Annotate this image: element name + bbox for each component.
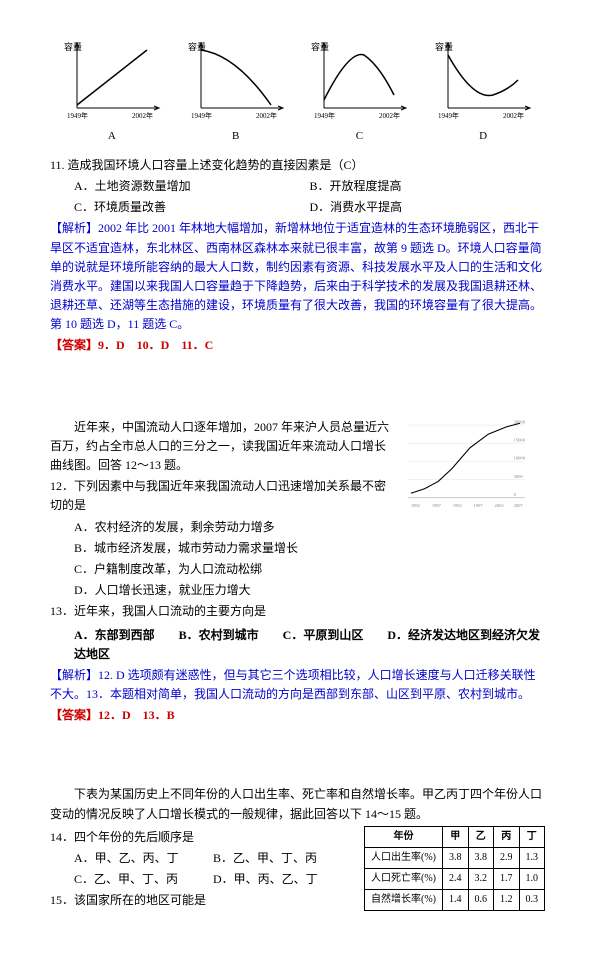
svg-text:2002: 2002 [495, 503, 505, 508]
svg-text:15000: 15000 [514, 437, 526, 442]
svg-text:容量: 容量 [311, 41, 329, 52]
q12-a: A．农村经济的发展，剩余劳动力增多 [74, 518, 395, 537]
svg-text:1997: 1997 [474, 503, 484, 508]
q11-optA: A．土地资源数量增加 [74, 177, 310, 196]
curve-b [201, 50, 271, 105]
curve-c [324, 55, 394, 100]
chart-b-label: B [186, 128, 286, 146]
q12-analysis: 【解析】12. D 选项颇有迷惑性，但与其它三个选项相比较，人口增长速度与人口迁… [50, 666, 545, 704]
q12-d: D．人口增长迅速，就业压力增大 [74, 581, 395, 600]
q12-block: 近年来，中国流动人口逐年增加，2007 年来沪人员总量近六百万，约占全市总人口的… [50, 416, 545, 624]
q14-table: 年份 甲 乙 丙 丁 人口出生率(%) 3.8 3.8 2.9 1.3 人口死亡… [364, 826, 545, 911]
chart-d: 容量 1949年 2002年 D [433, 40, 533, 146]
svg-text:容量: 容量 [435, 41, 453, 52]
q11-optC: C．环境质量改善 [74, 198, 310, 217]
growth-chart: 20000 15000 10000 5000 0 1982 1987 1992 … [405, 416, 545, 624]
q14-d: D．甲、丙、乙、丁 [213, 870, 352, 889]
svg-text:1949年: 1949年 [314, 111, 335, 120]
chart-d-label: D [433, 128, 533, 146]
q12-c: C．户籍制度改革，为人口流动松绑 [74, 560, 395, 579]
svg-text:1992: 1992 [453, 503, 463, 508]
curve-d [448, 55, 518, 96]
q14-c: C．乙、甲、丁、丙 [74, 870, 213, 889]
q13-opts: A．东部到西部 B．农村到城市 C．平原到山区 D．经济发达地区到经济欠发达地区 [74, 626, 545, 664]
svg-text:1982: 1982 [411, 503, 421, 508]
q11-line1: A．土地资源数量增加 B．开放程度提高 [74, 177, 545, 196]
q12-answer: 【答案】12．D 13．B [50, 706, 545, 725]
q11-optD: D．消费水平提高 [310, 198, 546, 217]
chart-c: 容量 1949年 2002年 C [309, 40, 409, 146]
svg-text:2002年: 2002年 [256, 111, 277, 120]
svg-text:2007: 2007 [514, 503, 524, 508]
svg-text:2002年: 2002年 [379, 111, 400, 120]
q11-stem: 11. 造成我国环境人口容量上述变化趋势的直接因素是（C） [50, 156, 545, 175]
svg-text:1949年: 1949年 [67, 111, 88, 120]
chart-b: 容量 1949年 2002年 B [186, 40, 286, 146]
q13-stem: 13．近年来，我国人口流动的主要方向是 [50, 602, 395, 621]
q14-stem: 14．四个年份的先后顺序是 [50, 828, 352, 847]
svg-text:1987: 1987 [432, 503, 442, 508]
q12-b: B．城市经济发展，城市劳动力需求量增长 [74, 539, 395, 558]
curve-a [77, 50, 147, 105]
table-row: 自然增长率(%) 1.4 0.6 1.2 0.3 [365, 889, 545, 910]
chart-a: 容量 1949年 2002年 A [62, 40, 162, 146]
q14-block: 下表为某国历史上不同年份的人口出生率、死亡率和自然增长率。甲乙丙丁四个年份人口变… [50, 785, 545, 912]
growth-line [411, 423, 520, 493]
chart-a-label: A [62, 128, 162, 146]
q11-line2: C．环境质量改善 D．消费水平提高 [74, 198, 545, 217]
q14-table-wrap: 年份 甲 乙 丙 丁 人口出生率(%) 3.8 3.8 2.9 1.3 人口死亡… [364, 826, 545, 911]
svg-text:2002年: 2002年 [132, 111, 153, 120]
q11-analysis: 【解析】2002 年比 2001 年林地大幅增加，新增林地位于适宜造林的生态环境… [50, 219, 545, 334]
q14-intro: 下表为某国历史上不同年份的人口出生率、死亡率和自然增长率。甲乙丙丁四个年份人口变… [50, 785, 545, 823]
q12-intro: 近年来，中国流动人口逐年增加，2007 年来沪人员总量近六百万，约占全市总人口的… [50, 418, 395, 476]
q11-answer: 【答案】9．D 10．D 11．C [50, 336, 545, 355]
q11-optB: B．开放程度提高 [310, 177, 546, 196]
top-mini-charts: 容量 1949年 2002年 A 容量 1949年 2002年 B 容量 [50, 40, 545, 146]
q14-a: A．甲、乙、丙、丁 [74, 849, 213, 868]
table-row: 人口死亡率(%) 2.4 3.2 1.7 1.0 [365, 868, 545, 889]
table-header-row: 年份 甲 乙 丙 丁 [365, 826, 545, 847]
svg-text:5000: 5000 [514, 473, 524, 478]
q12-stem: 12．下列因素中与我国近年来我国流动人口迅速增加关系最不密切的是 [50, 477, 395, 515]
q14-b: B．乙、甲、丁、丙 [213, 849, 352, 868]
svg-text:0: 0 [514, 492, 517, 497]
ylabel: 容量 [64, 41, 82, 52]
q15-stem: 15．该国家所在的地区可能是 [50, 891, 352, 910]
svg-text:2002年: 2002年 [503, 111, 524, 120]
svg-text:1949年: 1949年 [438, 111, 459, 120]
table-row: 人口出生率(%) 3.8 3.8 2.9 1.3 [365, 847, 545, 868]
svg-text:10000: 10000 [514, 455, 526, 460]
chart-c-label: C [309, 128, 409, 146]
svg-text:1949年: 1949年 [191, 111, 212, 120]
